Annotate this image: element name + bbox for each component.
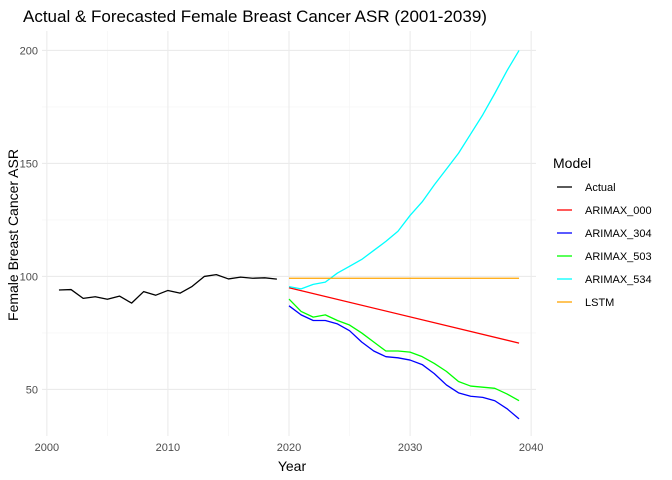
series-line-arimax-503 — [288, 298, 520, 402]
legend-label-arimax-000: ARIMAX_000 — [585, 205, 652, 217]
x-tick-label: 2010 — [156, 442, 180, 454]
legend-label-arimax-503: ARIMAX_503 — [585, 251, 652, 263]
x-tick-label: 2030 — [398, 442, 422, 454]
series-line-arimax-534 — [288, 50, 520, 290]
y-axis-title: Female Breast Cancer ASR — [5, 149, 21, 321]
y-tick-label: 100 — [20, 271, 38, 283]
y-tick-label: 50 — [26, 384, 38, 396]
x-tick-label: 2020 — [277, 442, 301, 454]
legend-label-lstm: LSTM — [585, 297, 614, 309]
x-tick-label: 2040 — [519, 442, 543, 454]
legend: Model Actual ARIMAX_000 ARIMAX_304 ARIMAX_5… — [553, 155, 652, 309]
chart-title: Actual & Forecasted Female Breast Cancer… — [23, 7, 487, 26]
grid — [42, 31, 536, 436]
series-line-actual — [58, 273, 277, 304]
series-line-arimax-000 — [288, 287, 520, 344]
y-tick-label: 200 — [20, 45, 38, 57]
x-axis-title: Year — [278, 458, 307, 474]
series-line-arimax-304 — [288, 305, 520, 420]
legend-label-arimax-304: ARIMAX_304 — [585, 228, 652, 240]
y-tick-label: 150 — [20, 158, 38, 170]
legend-label-actual: Actual — [585, 182, 616, 194]
series-layer — [58, 50, 520, 420]
x-axis: 2000 2010 2020 2030 2040 — [35, 442, 544, 454]
x-tick-label: 2000 — [35, 442, 59, 454]
legend-label-arimax-534: ARIMAX_534 — [585, 274, 652, 286]
y-axis: 50 100 150 200 — [20, 45, 38, 396]
legend-title: Model — [553, 155, 591, 171]
